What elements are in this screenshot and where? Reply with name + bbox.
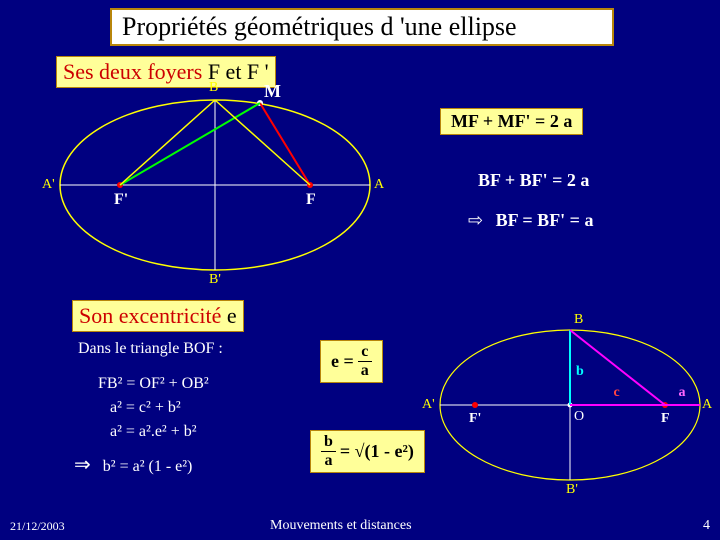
label-Fprime: F' [114,191,128,209]
label-M: M [264,81,281,102]
label2-A: A [702,397,712,413]
label2-F: F [661,411,670,427]
label2-Aprime: A' [422,397,435,413]
label2-O: O [574,409,584,425]
label-small-a: a [679,385,686,401]
math-line3: a² = a².e² + b² [110,420,209,444]
label-Aprime: A' [42,177,55,193]
implies-arrow: ⇒ [74,454,91,476]
label2-B: B [574,312,583,328]
equation-b-over-a: b a = √(1 - e²) [310,430,425,473]
ellipse2-focus-Fprime [472,402,478,408]
equation-BF-sum: BF + BF' = 2 a [478,170,589,191]
footer-date: 21/12/2003 [10,519,65,534]
label-F: F [306,191,316,209]
math-line2: a² = c² + b² [110,396,209,420]
label-small-b: b [576,364,584,380]
footer-title: Mouvements et distances [270,518,412,534]
line-MFprime [120,103,260,185]
equation-BF-equal: ⇨ BF = BF' = a [468,210,593,231]
label2-Fprime: F' [469,411,481,427]
label2-Bprime: B' [566,482,578,498]
triangle-intro: Dans le triangle BOF : [78,340,223,358]
footer-page: 4 [703,518,710,534]
label-Bprime: B' [209,272,221,288]
label-A: A [374,177,384,193]
math-derivation: FB² = OF² + OB² a² = c² + b² a² = a².e² … [98,372,209,480]
equation-MF-sum: MF + MF' = 2 a [440,108,583,135]
label-B: B [209,80,218,96]
math-line4: b² = a² (1 - e²) [103,458,193,475]
math-line1: FB² = OF² + OB² [98,372,209,396]
equation-eccentricity: e = c a [320,340,383,383]
label-small-c: c [614,385,620,401]
